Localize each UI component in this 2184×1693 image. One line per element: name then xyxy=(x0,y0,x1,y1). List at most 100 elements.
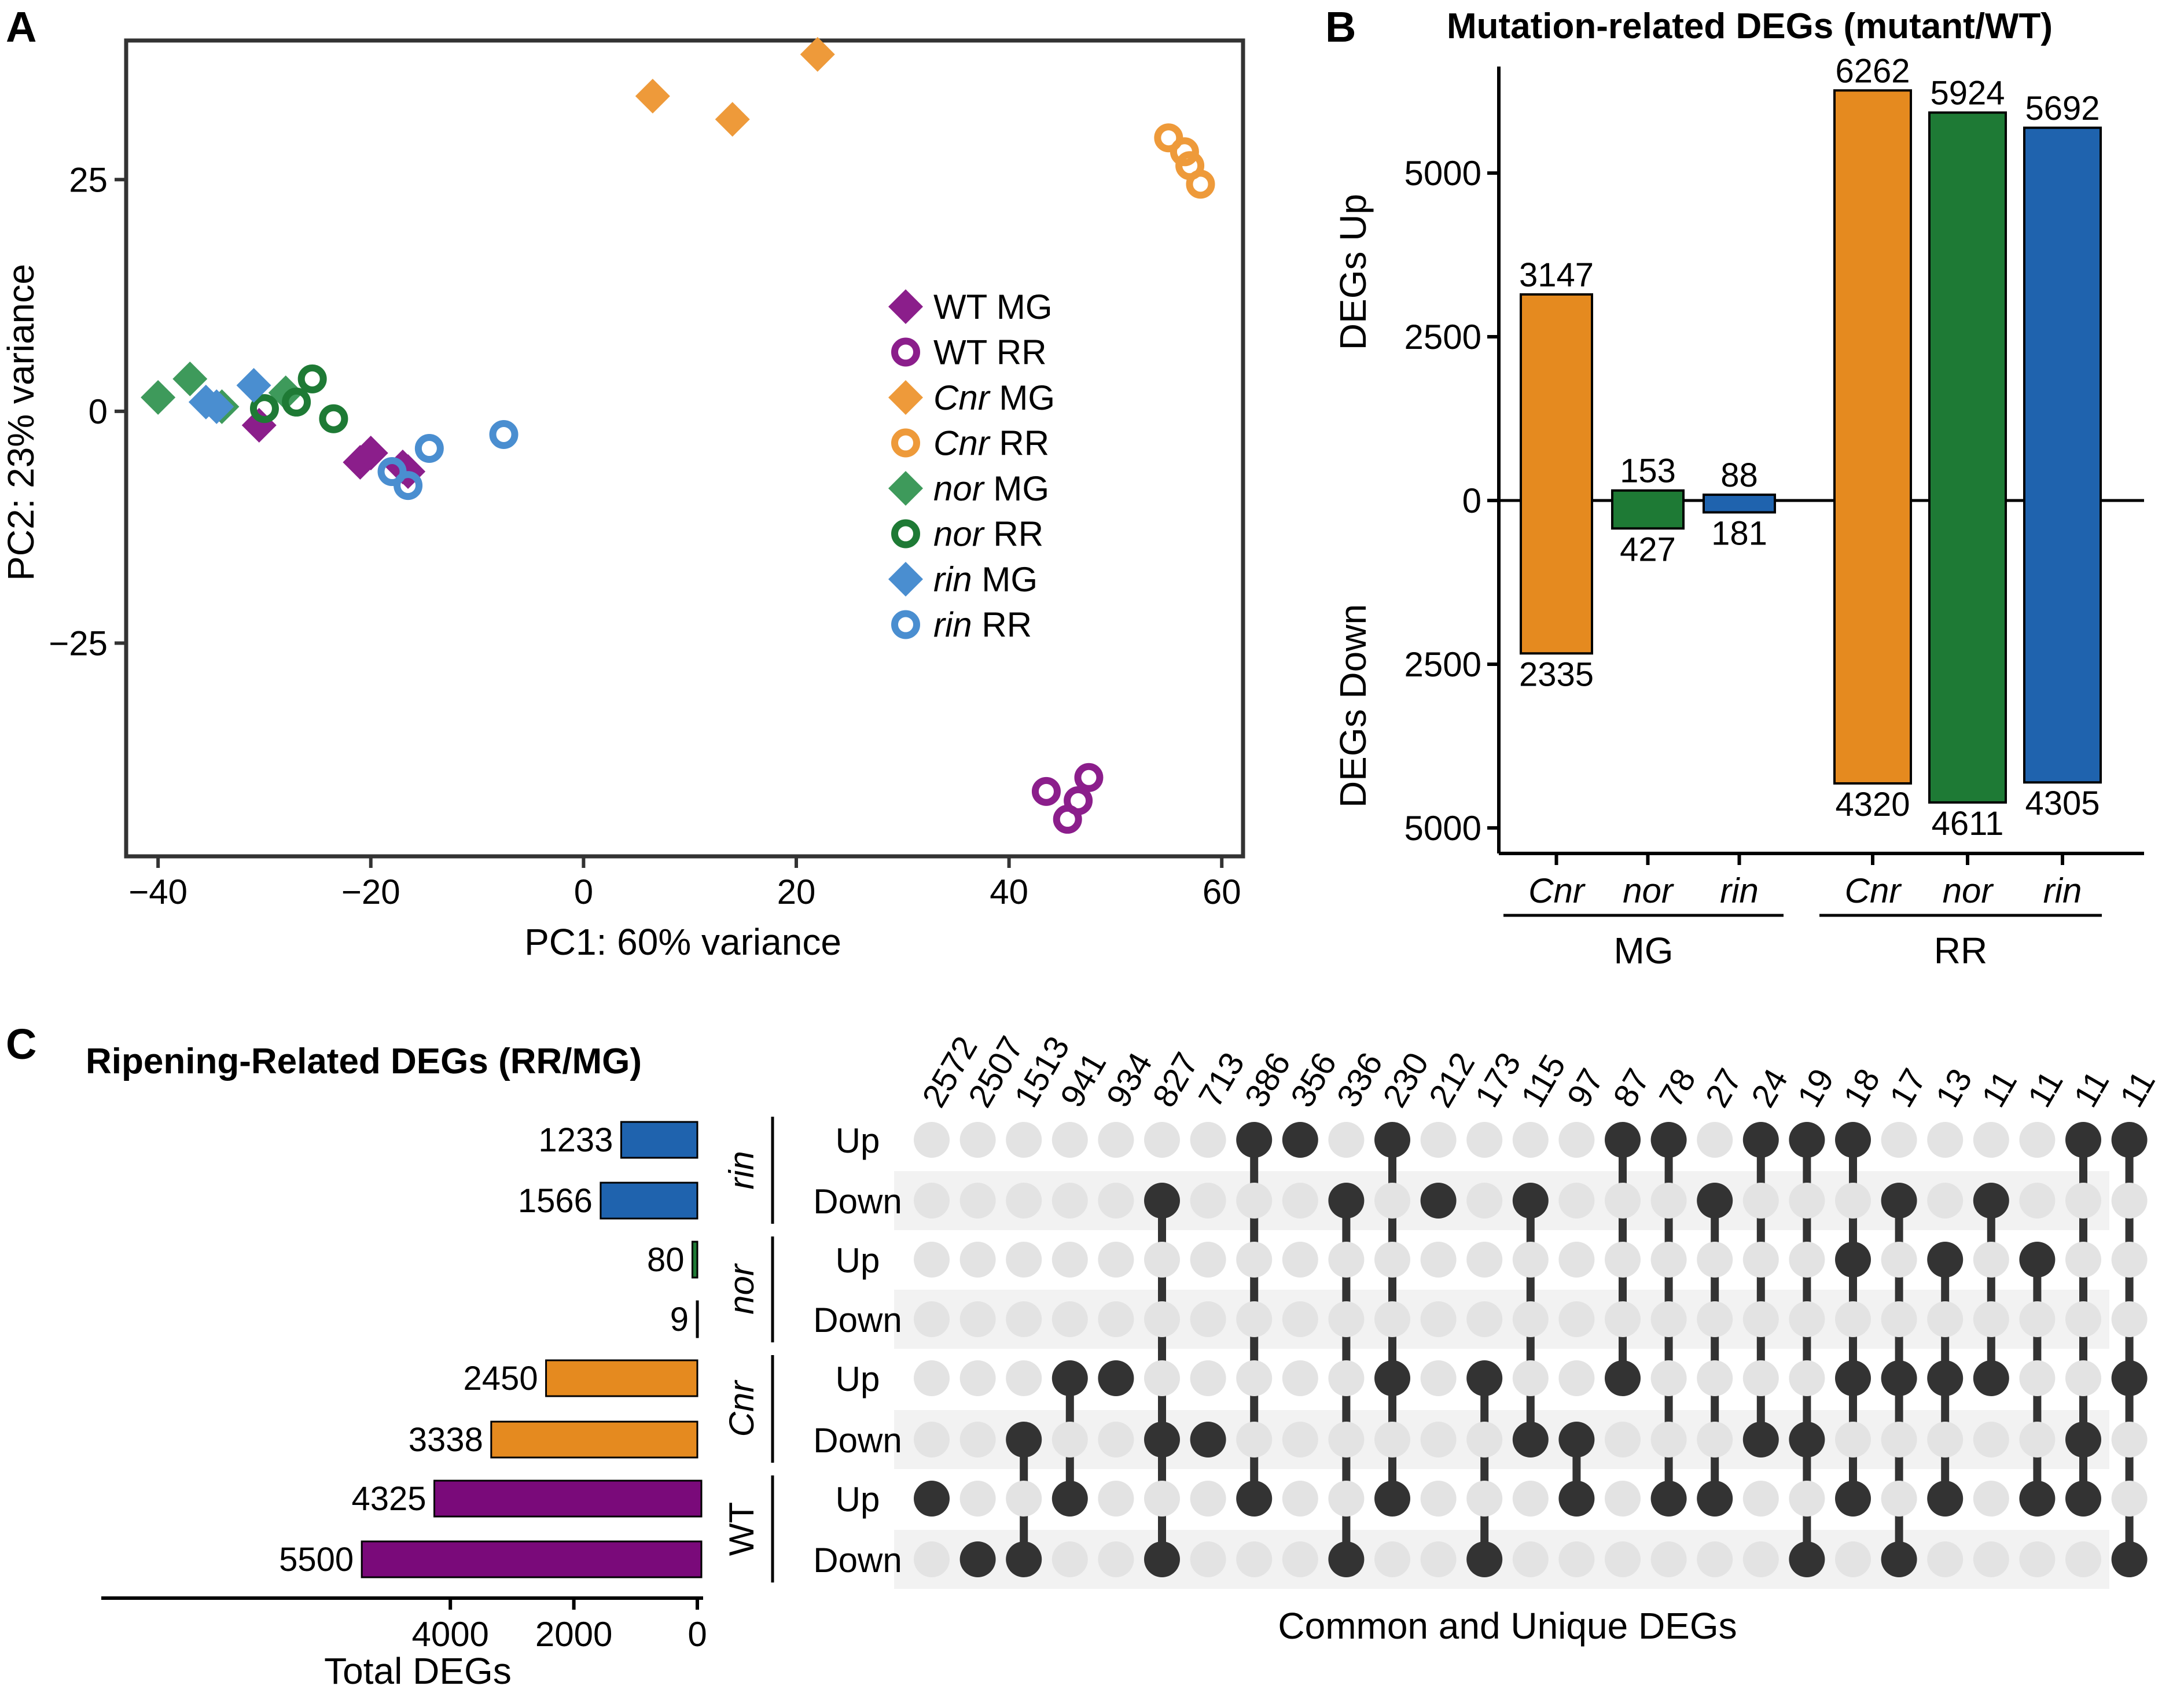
matrix-dot-filled xyxy=(2111,1122,2148,1158)
set-size-value: 1566 xyxy=(518,1182,593,1220)
set-size-x-tick-label: 0 xyxy=(687,1615,707,1654)
intersection-count: 19 xyxy=(1790,1062,1841,1113)
intersection-counts: 2572250715139419348277133863563362302121… xyxy=(915,1030,2163,1113)
mutation-x-tick-label: rin xyxy=(2043,871,2082,910)
legend-stage: MG xyxy=(993,469,1049,508)
matrix-dot-empty xyxy=(1605,1481,1641,1517)
matrix-dot-empty xyxy=(914,1183,950,1219)
row-label-down: Down xyxy=(813,1541,902,1580)
matrix-dot-filled xyxy=(1605,1360,1641,1396)
matrix-dot-empty xyxy=(2065,1242,2101,1278)
matrix-dot-empty xyxy=(1006,1183,1042,1219)
bar-down-value: 4320 xyxy=(1835,786,1910,823)
matrix-dot-empty xyxy=(1605,1301,1641,1337)
matrix-dot-empty xyxy=(2065,1360,2101,1396)
matrix-dot-empty xyxy=(1282,1183,1318,1219)
matrix-dot-empty xyxy=(1236,1541,1273,1577)
matrix-dot-filled xyxy=(2065,1422,2101,1458)
matrix-dot-empty xyxy=(914,1360,950,1396)
row-label-up: Up xyxy=(836,1480,880,1519)
pca-x-tick-label: 60 xyxy=(1203,873,1241,911)
pca-y-tick-label: 0 xyxy=(89,392,108,431)
matrix-dot-empty xyxy=(1466,1301,1503,1337)
matrix-dot-empty xyxy=(1558,1122,1595,1158)
matrix-dot-filled xyxy=(1835,1360,1871,1396)
matrix-dot-empty xyxy=(959,1122,996,1158)
intersection-count: 356 xyxy=(1284,1046,1344,1113)
legend-genotype: Cnr xyxy=(933,424,991,463)
matrix-dot-empty xyxy=(1051,1541,1088,1577)
matrix-dot-empty xyxy=(1512,1242,1549,1278)
pca-point-cnr-mg xyxy=(715,102,750,137)
matrix-dot-empty xyxy=(1697,1422,1733,1458)
pca-point-cnr-mg xyxy=(635,79,670,114)
matrix-dot-empty xyxy=(1973,1242,2009,1278)
row-group-label-cnr: Cnr xyxy=(722,1380,761,1437)
matrix-dot-empty xyxy=(1374,1242,1410,1278)
matrix-dot-empty xyxy=(1190,1122,1226,1158)
matrix-dot-filled xyxy=(1282,1122,1318,1158)
pca-point-nor-rr xyxy=(249,394,279,424)
group-label-rr: RR xyxy=(1934,930,1987,971)
bar-up-value: 153 xyxy=(1620,452,1676,490)
matrix-dot-empty xyxy=(1328,1481,1365,1517)
upset-matrix xyxy=(914,1122,2148,1577)
legend-genotype: rin xyxy=(933,560,972,599)
pca-y-axis-title: PC2: 23% variance xyxy=(0,264,42,581)
legend-stage: RR xyxy=(993,515,1043,554)
matrix-dot-filled xyxy=(1558,1481,1595,1517)
matrix-dot-filled xyxy=(1144,1183,1180,1219)
matrix-dot-filled xyxy=(1051,1360,1088,1396)
set-size-bar-cnr-down xyxy=(490,1420,698,1459)
matrix-dot-filled xyxy=(2111,1360,2148,1396)
legend-key-wt-rr xyxy=(891,337,920,367)
pca-x-tick-label: −40 xyxy=(128,873,187,911)
matrix-dot-filled xyxy=(1789,1541,1825,1577)
intersection-count: 713 xyxy=(1192,1046,1252,1113)
bar-down-value: 4611 xyxy=(1932,805,2004,842)
mutation-bar-mg-nor xyxy=(1611,489,1685,530)
matrix-dot-empty xyxy=(1697,1541,1733,1577)
matrix-dot-empty xyxy=(2019,1541,2056,1577)
matrix-dot-filled xyxy=(1835,1481,1871,1517)
matrix-dot-empty xyxy=(1374,1301,1410,1337)
matrix-dot-empty xyxy=(959,1183,996,1219)
panel-b: B Mutation-related DEGs (mutant/WT) 5000… xyxy=(1325,3,2144,971)
matrix-dot-filled xyxy=(1236,1481,1273,1517)
matrix-dot-empty xyxy=(1098,1301,1134,1337)
matrix-dot-empty xyxy=(2065,1541,2101,1577)
pca-y-tick-label: −25 xyxy=(49,624,108,663)
matrix-dot-filled xyxy=(1973,1360,2009,1396)
intersection-count: 934 xyxy=(1099,1046,1160,1113)
mutation-x-tick-label: Cnr xyxy=(1528,871,1586,910)
matrix-dot-empty xyxy=(1973,1541,2009,1577)
pca-y-tick-label: 25 xyxy=(69,160,108,199)
matrix-dot-empty xyxy=(1973,1122,2009,1158)
matrix-dot-empty xyxy=(1098,1481,1134,1517)
matrix-dot-empty xyxy=(1697,1122,1733,1158)
matrix-dot-empty xyxy=(1742,1183,1779,1219)
matrix-dot-filled xyxy=(1881,1360,1917,1396)
ripening-degs-title: Ripening-Related DEGs (RR/MG) xyxy=(86,1041,642,1081)
set-size-value: 5500 xyxy=(279,1541,354,1578)
matrix-dot-empty xyxy=(1006,1360,1042,1396)
matrix-dot-empty xyxy=(959,1242,996,1278)
bar-up-value: 6262 xyxy=(1835,52,1910,90)
legend-label-nor-mg: nor MG xyxy=(933,469,1049,508)
panel-c: C Ripening-Related DEGs (RR/MG) 1233 1566… xyxy=(6,1020,2163,1692)
intersection-count: 230 xyxy=(1376,1046,1436,1113)
matrix-dot-empty xyxy=(1282,1541,1318,1577)
matrix-dot-filled xyxy=(1144,1422,1180,1458)
set-size-bars: 1233 1566 80 9 2450 3338 4325 5500 4000 2000 0 xyxy=(101,1121,707,1654)
matrix-dot-empty xyxy=(2065,1183,2101,1219)
mutation-bar-mg-rin xyxy=(1703,494,1776,514)
matrix-dot-empty xyxy=(1742,1242,1779,1278)
degs-down-axis-title: DEGs Down xyxy=(1332,604,1374,808)
pca-x-axis-title: PC1: 60% variance xyxy=(524,921,841,963)
matrix-dot-filled xyxy=(1466,1360,1503,1396)
intersection-count: 24 xyxy=(1744,1062,1796,1113)
set-size-bar-rin-up xyxy=(620,1121,698,1159)
intersection-count: 336 xyxy=(1329,1046,1390,1113)
matrix-dot-filled xyxy=(2111,1541,2148,1577)
